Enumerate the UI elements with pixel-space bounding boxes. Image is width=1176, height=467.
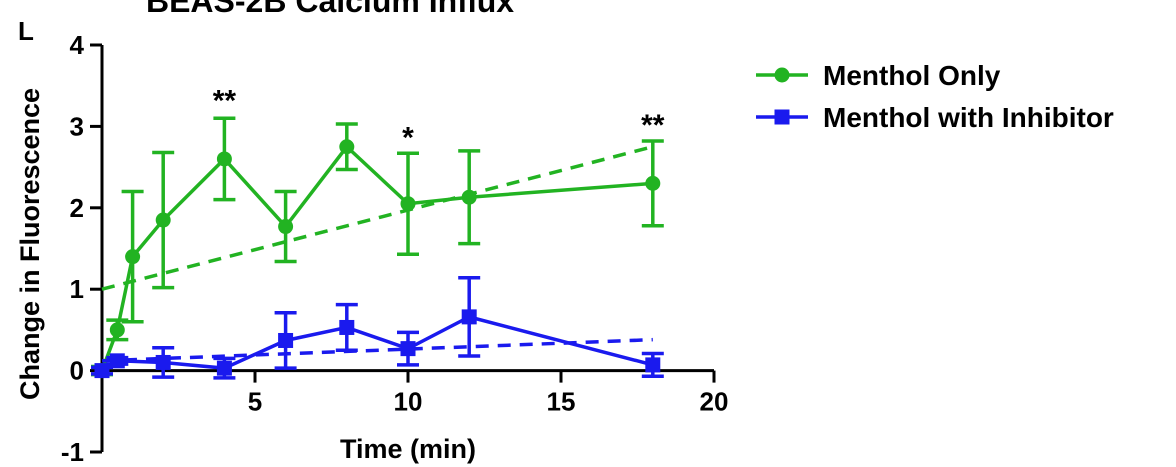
data-point xyxy=(278,332,294,348)
y-tick-label: 2 xyxy=(70,193,84,223)
y-tick-label: -1 xyxy=(61,437,84,467)
data-point xyxy=(339,319,355,335)
data-point xyxy=(125,249,141,265)
data-point xyxy=(339,139,355,155)
y-tick-label: 4 xyxy=(70,30,85,60)
significance-annotation: ** xyxy=(641,109,665,142)
data-point xyxy=(155,354,171,370)
significance-annotation: ** xyxy=(213,85,237,118)
trend-line xyxy=(101,337,653,363)
data-point xyxy=(400,341,416,357)
y-tick-label: 3 xyxy=(70,111,84,141)
x-tick-label: 15 xyxy=(547,387,576,417)
plot-area: *** ** xyxy=(91,85,665,380)
panel-label: L xyxy=(18,16,34,46)
x-tick-label: 20 xyxy=(700,387,729,417)
y-axis-label: Change in Fluorescence xyxy=(15,88,45,400)
data-point xyxy=(109,322,125,338)
data-point xyxy=(109,353,125,369)
data-point xyxy=(94,363,110,379)
legend-label: Menthol with Inhibitor xyxy=(823,102,1114,133)
axes: -1 0 1 2 3 4 5 10 15 20 xyxy=(61,30,729,467)
legend-marker xyxy=(774,109,790,125)
series-2 xyxy=(91,276,664,380)
x-tick-label: 5 xyxy=(248,387,262,417)
legend-marker xyxy=(774,67,790,83)
series-line xyxy=(101,315,654,373)
series-1 xyxy=(91,116,664,379)
data-point xyxy=(461,189,477,205)
legend: Menthol Only Menthol with Inhibitor xyxy=(756,60,1114,133)
y-tick-label: 1 xyxy=(70,274,84,304)
data-point xyxy=(645,175,661,191)
y-tick-label: 0 xyxy=(70,356,84,386)
data-point xyxy=(278,219,294,235)
trend-line xyxy=(101,145,654,291)
significance-annotation: * xyxy=(402,121,414,154)
x-tick-label: 10 xyxy=(394,387,423,417)
data-point xyxy=(461,309,477,325)
data-point xyxy=(155,212,171,228)
legend-label: Menthol Only xyxy=(823,60,1001,91)
series-line xyxy=(100,144,653,372)
x-axis-label: Time (min) xyxy=(340,434,476,464)
data-point xyxy=(216,151,232,167)
chart-title: BEAS-2B Calcium Influx xyxy=(146,0,514,19)
data-point xyxy=(400,196,416,212)
data-point xyxy=(216,360,232,376)
data-point xyxy=(645,357,661,373)
